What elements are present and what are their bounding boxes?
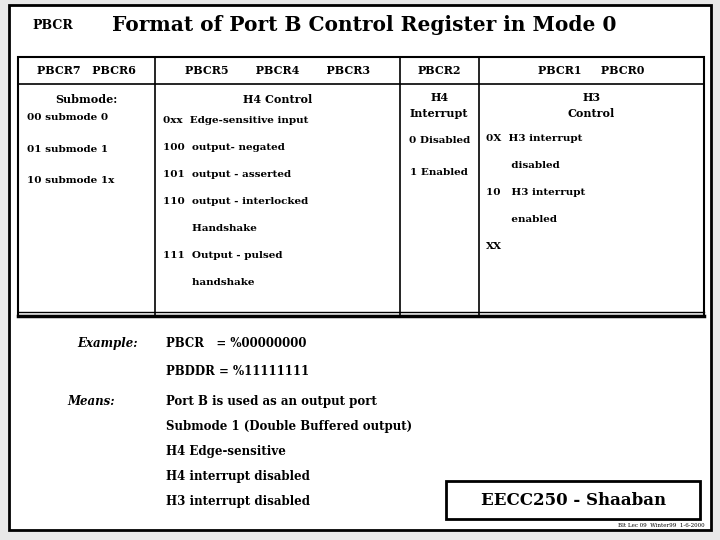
Bar [446, 481, 700, 519]
Text: Control: Control [568, 108, 615, 119]
Text: PBDDR = %11111111: PBDDR = %11111111 [166, 365, 309, 378]
Text: H4 Control: H4 Control [243, 94, 312, 105]
Text: EECC250 - Shaaban: EECC250 - Shaaban [480, 491, 666, 509]
Text: 00 submode 0: 00 submode 0 [27, 113, 108, 123]
Text: 0X  H3 interrupt: 0X H3 interrupt [486, 134, 582, 143]
Text: Blt Lec 09  Winter99  1-6-2000: Blt Lec 09 Winter99 1-6-2000 [618, 523, 704, 528]
Text: 01 submode 1: 01 submode 1 [27, 145, 108, 154]
Text: 10 submode 1x: 10 submode 1x [27, 176, 114, 185]
Text: H3: H3 [582, 92, 600, 103]
Text: PBCR: PBCR [32, 19, 73, 32]
Text: 0xx  Edge-sensitive input: 0xx Edge-sensitive input [163, 116, 309, 125]
Text: Interrupt: Interrupt [410, 108, 469, 119]
Text: 10   H3 interrupt: 10 H3 interrupt [486, 188, 585, 197]
Text: H3 interrupt disabled: H3 interrupt disabled [166, 495, 310, 508]
Text: handshake: handshake [163, 278, 255, 287]
Text: H4: H4 [430, 92, 449, 103]
Text: 110  output - interlocked: 110 output - interlocked [163, 197, 309, 206]
Text: PBCR   = %00000000: PBCR = %00000000 [166, 337, 306, 350]
Text: Submode:: Submode: [55, 94, 117, 105]
Text: PBCR7   PBCR6: PBCR7 PBCR6 [37, 65, 136, 76]
Text: PBCR5       PBCR4       PBCR3: PBCR5 PBCR4 PBCR3 [184, 65, 370, 76]
Bar [18, 57, 704, 316]
Text: H4 Edge-sensitive: H4 Edge-sensitive [166, 445, 285, 458]
Text: 100  output- negated: 100 output- negated [163, 143, 285, 152]
Text: 0 Disabled: 0 Disabled [408, 136, 470, 145]
Text: 1 Enabled: 1 Enabled [410, 168, 468, 178]
Text: Means:: Means: [67, 395, 114, 408]
Text: Port B is used as an output port: Port B is used as an output port [166, 395, 377, 408]
Text: disabled: disabled [486, 161, 559, 170]
Text: Format of Port B Control Register in Mode 0: Format of Port B Control Register in Mod… [112, 15, 616, 35]
Text: Example:: Example: [78, 337, 138, 350]
Text: XX: XX [486, 242, 502, 251]
Text: Handshake: Handshake [163, 224, 257, 233]
Text: enabled: enabled [486, 215, 557, 224]
Text: Submode 1 (Double Buffered output): Submode 1 (Double Buffered output) [166, 420, 412, 433]
Text: H4 interrupt disabled: H4 interrupt disabled [166, 470, 310, 483]
Text: 111  Output - pulsed: 111 Output - pulsed [163, 251, 283, 260]
Text: PBCR2: PBCR2 [418, 65, 461, 76]
Text: 101  output - asserted: 101 output - asserted [163, 170, 292, 179]
Text: PBCR1     PBCR0: PBCR1 PBCR0 [539, 65, 644, 76]
